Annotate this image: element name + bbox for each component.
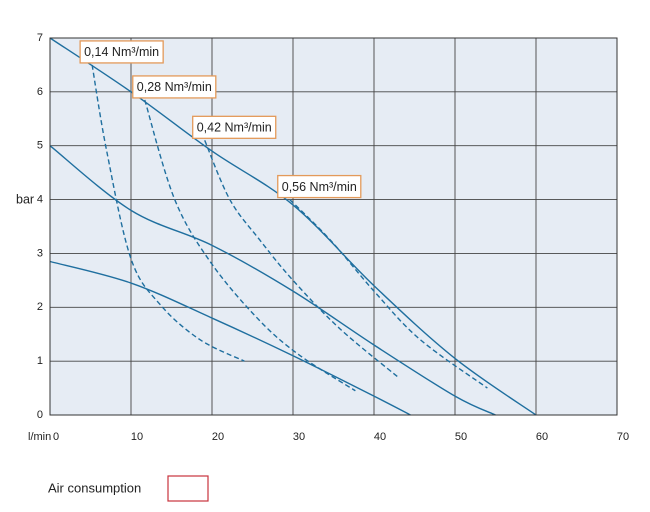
curve-label-box xyxy=(79,40,164,64)
curve-label-box xyxy=(132,75,217,99)
air-consumption-curve xyxy=(144,99,356,392)
y-tick-label: 3 xyxy=(37,247,43,259)
y-tick-label: 2 xyxy=(37,301,43,313)
y-tick-label: 1 xyxy=(37,355,43,367)
curve-label: 0,56 Nm³/min xyxy=(282,180,357,194)
x-tick-label: 20 xyxy=(212,431,224,443)
y-tick-label: 0 xyxy=(37,409,43,421)
x-tick-label: 40 xyxy=(374,431,386,443)
x-tick-label: 10 xyxy=(131,431,143,443)
curve-label-box xyxy=(277,174,362,199)
air-consumption-curve xyxy=(91,64,245,362)
labels: 0,14 Nm³/min 0,28 Nm³/min 0,42 Nm³/min 0,56… xyxy=(79,40,362,199)
y-tick-label: 4 xyxy=(37,193,43,205)
x-tick-label: 60 xyxy=(536,431,548,443)
legend-box xyxy=(167,475,209,502)
y-tick-label: 5 xyxy=(37,140,43,152)
air-consumption-curve xyxy=(289,199,488,389)
curve-label-box xyxy=(192,115,277,139)
curve-label: 0,42 Nm³/min xyxy=(197,121,272,135)
x-tick-label: 30 xyxy=(293,431,305,443)
x-tick-label: 0 xyxy=(53,431,59,443)
x-axis-label: l/min xyxy=(28,431,51,443)
y-tick-label: 6 xyxy=(37,86,43,98)
plot-frame xyxy=(49,37,618,416)
curve-label: 0,14 Nm³/min xyxy=(84,45,159,59)
curve-label: 0,28 Nm³/min xyxy=(137,80,212,94)
lines xyxy=(49,37,537,416)
pressure-curve xyxy=(49,260,411,416)
legend-label: Air consumption xyxy=(48,480,141,495)
pressure-curve xyxy=(49,145,496,416)
y-tick-label: 7 xyxy=(37,32,43,44)
air-consumption-curve xyxy=(204,140,399,378)
y-axis-label: bar xyxy=(16,192,34,206)
x-tick-label: 70 xyxy=(617,431,629,443)
x-tick-label: 50 xyxy=(455,431,467,443)
pressure-curve xyxy=(49,37,537,416)
